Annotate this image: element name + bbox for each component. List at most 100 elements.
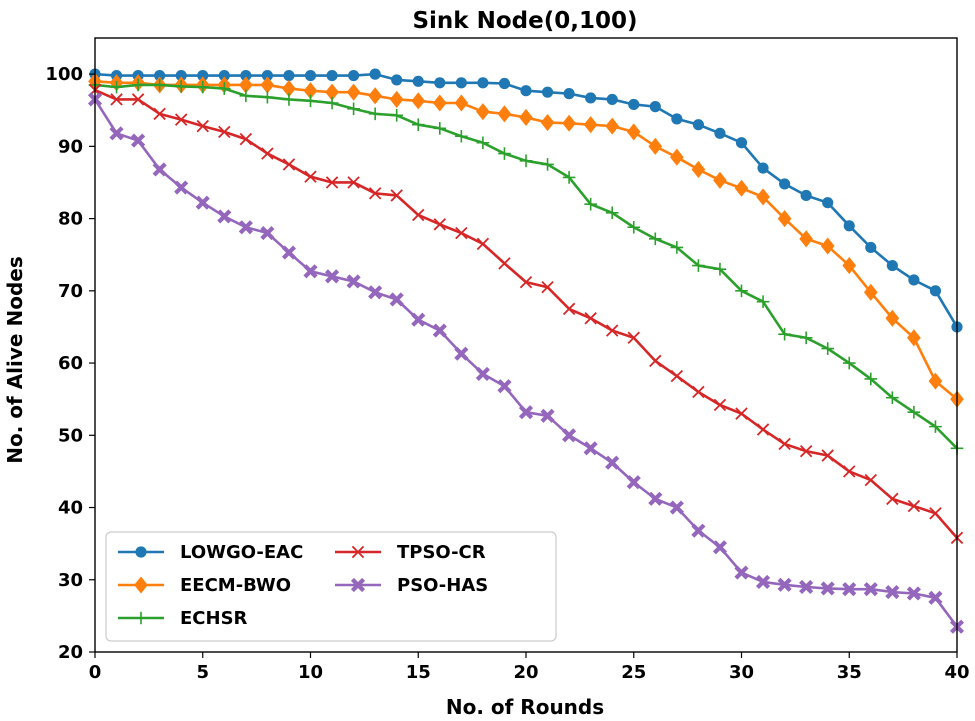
series-line — [94, 83, 958, 450]
data-point — [218, 82, 231, 95]
x-axis-label: No. of Rounds — [446, 695, 604, 719]
data-point — [346, 274, 361, 289]
data-point — [304, 170, 317, 183]
legend: LOWGO-EAC EECM-BWO ECHSR TPSO-CR PSO-HAS — [105, 531, 557, 642]
data-point — [324, 269, 340, 284]
data-point — [520, 85, 532, 97]
data-point — [131, 78, 145, 92]
legend-item: EECM-BWO — [118, 575, 291, 596]
data-point — [455, 77, 467, 89]
data-point — [842, 356, 856, 370]
y-axis-label: No. of Alive Nodes — [3, 256, 27, 463]
data-point — [218, 125, 231, 139]
data-point — [261, 90, 274, 104]
series-echsr — [88, 78, 964, 455]
data-point — [779, 178, 791, 190]
data-point — [261, 147, 274, 160]
data-point — [799, 444, 813, 458]
data-point — [692, 259, 705, 272]
y-tick-label: 100 — [45, 64, 83, 85]
data-point — [432, 323, 447, 338]
y-tick-label: 90 — [58, 136, 83, 157]
data-point — [390, 108, 403, 122]
data-point — [541, 280, 554, 294]
data-point — [411, 118, 425, 131]
legend-label: PSO-HAS — [397, 575, 488, 596]
data-point — [153, 78, 166, 92]
data-point — [477, 77, 489, 89]
data-point — [928, 590, 943, 605]
data-point — [842, 256, 857, 275]
y-tick-label: 60 — [58, 353, 83, 374]
x-tick-label: 30 — [729, 662, 754, 683]
data-point — [540, 113, 555, 132]
data-point — [734, 565, 749, 580]
data-point — [154, 69, 166, 82]
plot-area: 0 5 10 15 20 25 30 35 40 20 30 40 50 60 70 80 90 100 — [45, 37, 970, 683]
data-point — [799, 579, 814, 595]
data-point — [735, 284, 748, 298]
data-point — [756, 295, 770, 308]
x-tick-label: 25 — [621, 662, 646, 683]
legend-label: TPSO-CR — [397, 542, 486, 563]
data-point — [669, 500, 684, 515]
data-point — [347, 102, 360, 116]
data-point — [411, 312, 426, 327]
data-point — [391, 74, 403, 86]
series-tpso-cr — [88, 83, 964, 545]
y-tick-label: 40 — [58, 498, 83, 519]
data-point — [239, 89, 253, 103]
data-point — [584, 197, 597, 211]
data-point — [670, 369, 684, 383]
data-point — [648, 491, 663, 506]
data-point — [325, 83, 339, 101]
data-point — [821, 449, 834, 462]
data-point — [713, 171, 727, 189]
data-point — [131, 93, 145, 106]
data-point — [368, 285, 383, 300]
legend-label: EECM-BWO — [180, 575, 291, 596]
data-point — [498, 77, 511, 90]
data-point — [454, 94, 469, 112]
data-point — [109, 126, 124, 141]
series-pso-has — [87, 92, 965, 634]
data-point — [368, 87, 382, 105]
data-point — [929, 420, 942, 433]
data-point — [886, 391, 899, 405]
x-tick-label: 35 — [837, 662, 862, 683]
data-point — [217, 209, 232, 224]
data-point — [822, 197, 834, 209]
data-point — [325, 176, 339, 189]
data-point — [434, 77, 446, 89]
data-point — [282, 158, 296, 171]
data-point — [281, 245, 297, 260]
data-point — [670, 148, 684, 166]
data-point — [755, 574, 771, 589]
data-point — [455, 129, 468, 143]
data-point — [218, 69, 230, 82]
data-point — [283, 69, 295, 82]
data-point — [583, 116, 598, 134]
y-tick-label: 70 — [58, 281, 83, 302]
data-point — [174, 180, 189, 195]
data-point — [605, 324, 619, 337]
chart-title: Sink Node(0,100) — [412, 8, 637, 34]
data-point — [605, 455, 620, 470]
data-point — [885, 584, 900, 600]
legend-item: ECHSR — [118, 608, 248, 629]
data-point — [239, 76, 253, 94]
data-point — [197, 69, 209, 82]
data-point — [240, 69, 252, 82]
legend-item: PSO-HAS — [335, 575, 488, 596]
x-tick-label: 5 — [196, 662, 209, 683]
data-point — [455, 226, 468, 240]
data-point — [326, 69, 338, 82]
data-point — [174, 80, 188, 93]
data-point — [865, 241, 877, 254]
data-point — [885, 309, 900, 327]
data-point — [498, 257, 511, 270]
y-tick-label: 30 — [58, 570, 83, 591]
data-point — [110, 80, 123, 94]
data-point — [692, 119, 704, 131]
